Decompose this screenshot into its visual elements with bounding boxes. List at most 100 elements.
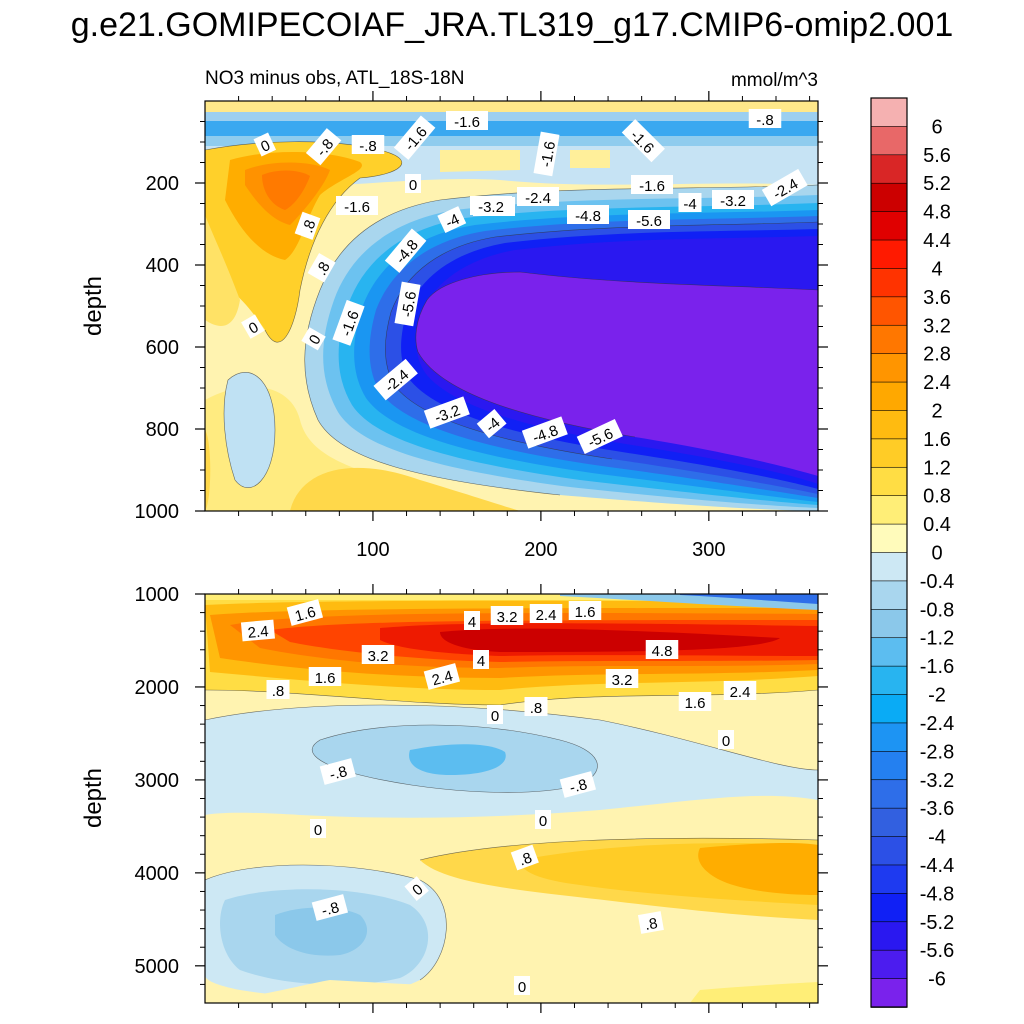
colorbar-label: -5.2 xyxy=(920,912,954,934)
bottom-contour-label: 3.2 xyxy=(605,669,639,689)
bottom-contour-label-bg xyxy=(510,844,539,871)
top-contour-label-text: -4 xyxy=(443,211,462,232)
bottom-contour-label: 2.4 xyxy=(240,619,275,642)
bottom-y-tick-label: 3000 xyxy=(135,770,180,792)
colorbar-label: -6 xyxy=(928,969,946,991)
top-contour-label-bg xyxy=(332,299,365,346)
top-contour-label: 0 xyxy=(241,314,265,339)
top-contour-label-text: -1.6 xyxy=(454,114,480,131)
colorbar-swatch xyxy=(870,324,908,355)
top-contour-label-bg xyxy=(712,190,754,209)
top-ylabel: depth xyxy=(80,276,107,336)
top-contour-label-text: -3.2 xyxy=(720,193,746,210)
top-y-tick-label: 400 xyxy=(146,255,179,277)
bottom-contour-label-text: 0 xyxy=(518,979,526,996)
bottom-contour-label-text: 4 xyxy=(477,653,485,670)
top-contour-label-bg xyxy=(628,210,670,229)
bottom-contour-label-text: 2.4 xyxy=(247,623,269,642)
top-contour-label-text: -5.6 xyxy=(636,213,662,230)
colorbar-label: 6 xyxy=(931,116,942,138)
top-y-tick-label: 1000 xyxy=(135,501,180,523)
colorbar-swatch xyxy=(870,836,908,866)
top-contour-label: 0 xyxy=(253,132,277,157)
bottom-contour-label: .8 xyxy=(266,680,290,700)
bottom-contour-label-text: 1.6 xyxy=(685,695,706,712)
bottom-contour-label: 1.6 xyxy=(678,692,712,712)
bottom-contour-label-text: -.8 xyxy=(328,763,349,784)
top-x-tick-label: 200 xyxy=(524,539,557,561)
bottom-contour-label-text: 2.4 xyxy=(730,684,751,701)
colorbar-label: 1.2 xyxy=(923,457,951,479)
colorbar-label: 4.4 xyxy=(923,230,951,252)
top-contour-label: -5.6 xyxy=(628,210,670,230)
colorbar-swatch xyxy=(870,126,908,156)
top-contour-label-bg xyxy=(621,119,665,163)
colorbar-label: 5.2 xyxy=(923,173,951,195)
colorbar-swatch xyxy=(870,154,908,185)
bottom-contour-label: 0 xyxy=(514,976,530,996)
colorbar-swatch xyxy=(870,296,908,327)
colorbar-label: 2.8 xyxy=(923,344,951,366)
colorbar-label: -1.6 xyxy=(920,656,954,678)
bottom-contour-label-bg xyxy=(718,730,734,749)
bottom-contour-label-bg xyxy=(678,692,712,711)
top-contour-label-text: -2.4 xyxy=(525,190,551,207)
colorbar-label: 3.6 xyxy=(923,287,951,309)
top-contour-label: -2.4 xyxy=(761,168,808,207)
bottom-contour-label-bg xyxy=(464,611,480,630)
top-contour-label-bg xyxy=(748,109,782,128)
top-x-tick-label: 300 xyxy=(692,539,725,561)
colorbar-swatch xyxy=(870,466,908,497)
colorbar-label: 0 xyxy=(931,543,942,565)
top-contour-label: -1.6 xyxy=(446,111,488,131)
colorbar-swatch xyxy=(870,353,908,383)
top-contour-label-bg xyxy=(241,314,265,339)
colorbar-swatch xyxy=(870,694,908,724)
bottom-contour-label-text: 4 xyxy=(468,614,476,631)
bottom-y-tick-label: 1000 xyxy=(135,584,180,606)
bottom-contour-label-text: 0 xyxy=(491,708,499,725)
colorbar-frame xyxy=(870,97,908,1008)
bottom-contour-label-text: 1.6 xyxy=(293,604,318,626)
top-contour-label-text: -5.6 xyxy=(399,290,420,318)
bottom-contour-label-text: 3.2 xyxy=(612,672,633,689)
bottom-contour-label: .8 xyxy=(637,911,664,934)
top-contour-label-text: .8 xyxy=(299,218,319,236)
colorbar-swatch xyxy=(870,893,908,923)
top-contour-label-bg xyxy=(437,206,467,234)
colorbar-label: 1.6 xyxy=(923,429,951,451)
bottom-contour-label: 4.8 xyxy=(645,640,679,660)
colorbar-swatch xyxy=(870,182,908,213)
top-contour-label: -1.6 xyxy=(332,299,365,346)
bottom-contour-label: 0 xyxy=(404,876,429,902)
bottom-ylabel: depth xyxy=(80,768,107,828)
top-contour-label-bg xyxy=(423,396,470,429)
bottom-contour-label-bg xyxy=(535,810,551,829)
colorbar-label: -4.8 xyxy=(920,883,954,905)
colorbar-swatch xyxy=(870,949,908,980)
top-contour-label: -.8 xyxy=(748,109,782,129)
bottom-contour-label: -.8 xyxy=(311,894,349,921)
top-contour-label: -4 xyxy=(678,193,702,213)
colorbar-label: 0.4 xyxy=(923,514,951,536)
bottom-contour-label-text: .8 xyxy=(517,849,535,869)
bottom-y-tick-label: 2000 xyxy=(135,677,180,699)
bottom-x-axis xyxy=(238,584,811,1013)
top-contour-label: -1.6 xyxy=(631,175,673,195)
colorbar-label: -2 xyxy=(928,685,946,707)
bottom-contour-label: 3.2 xyxy=(490,606,524,626)
top-contour-label: -5.6 xyxy=(394,281,421,327)
bottom-contour-label-bg xyxy=(266,680,290,699)
bottom-contour-label-bg xyxy=(240,619,275,642)
top-contour-label: -1.6 xyxy=(533,131,560,177)
colorbar-swatch xyxy=(870,97,908,128)
colorbar-swatch xyxy=(870,239,908,270)
top-contour-label-bg xyxy=(336,196,378,215)
top-contour-label: -2.4 xyxy=(517,187,559,207)
top-contour-label-bg xyxy=(351,135,385,154)
top-contour-label-bg xyxy=(305,128,342,166)
bottom-contour-label-text: 3.2 xyxy=(368,648,389,665)
top-contour-label-bg xyxy=(567,205,609,224)
top-contour-label-bg xyxy=(307,253,336,283)
